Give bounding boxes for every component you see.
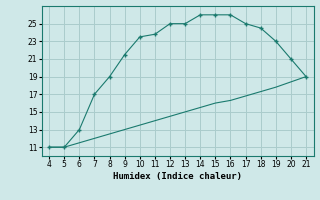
X-axis label: Humidex (Indice chaleur): Humidex (Indice chaleur) [113,172,242,181]
